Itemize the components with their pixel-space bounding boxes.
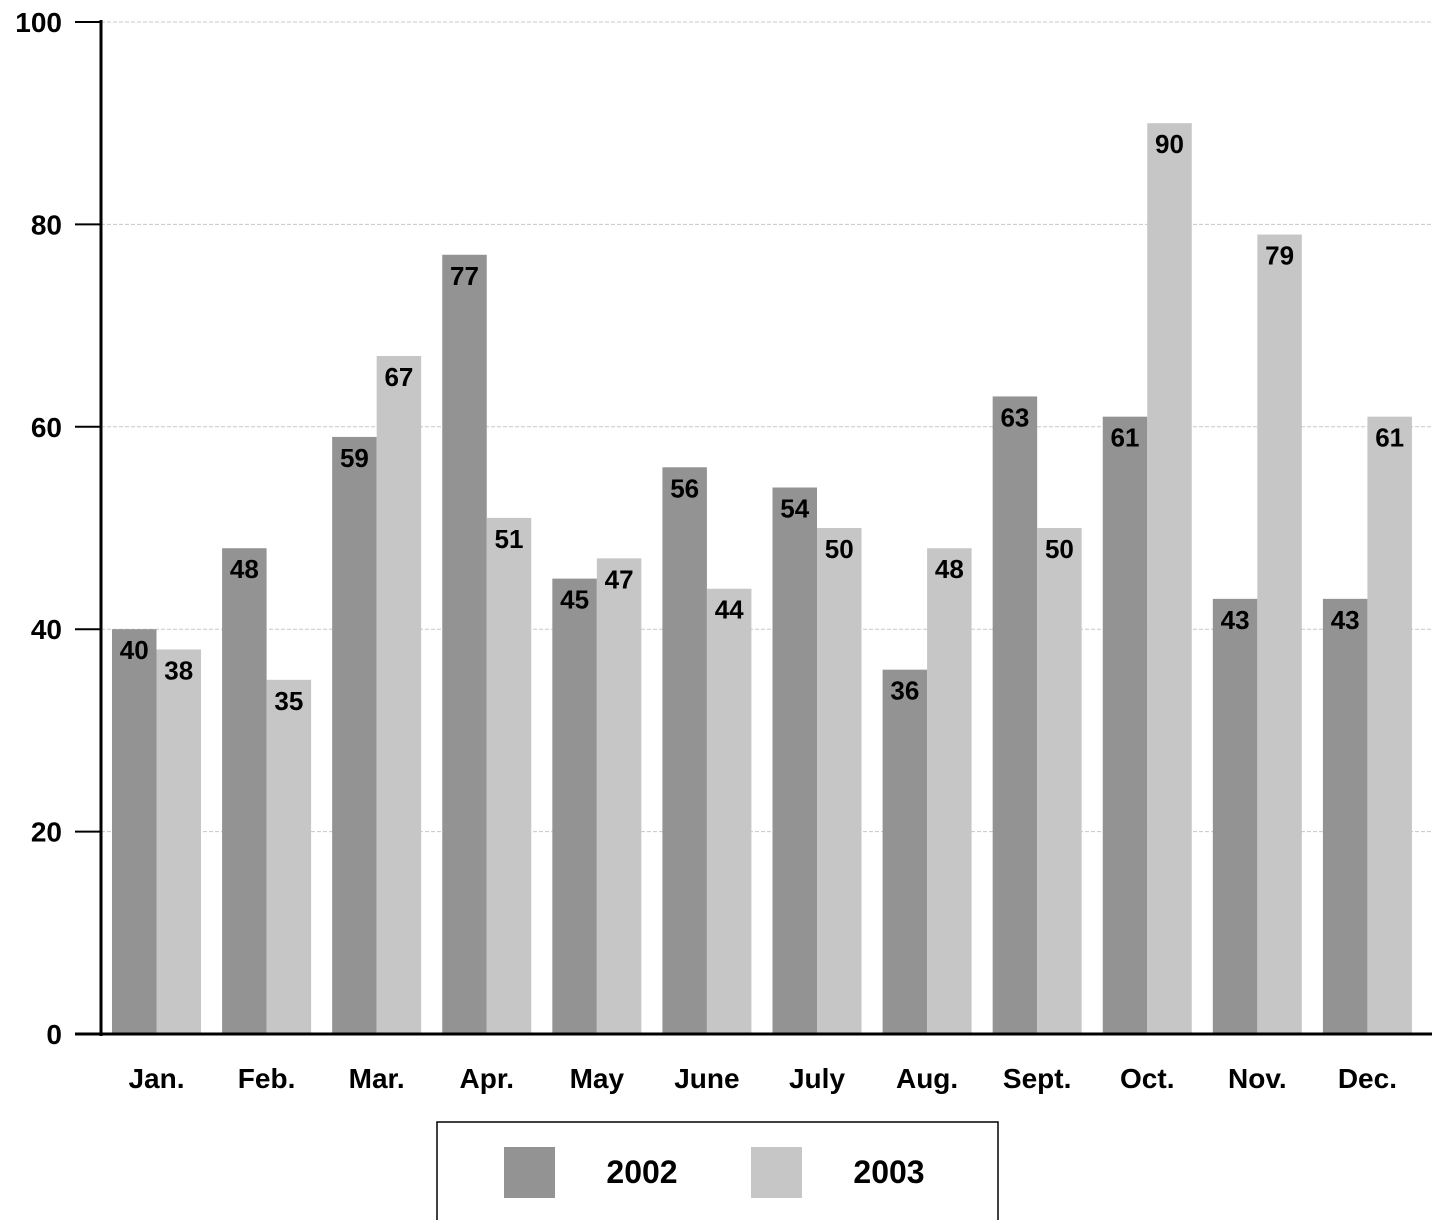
y-tick-label: 80 <box>31 209 62 240</box>
data-label: 54 <box>780 494 809 524</box>
x-tick-label: Feb. <box>238 1063 296 1094</box>
data-label: 36 <box>890 676 919 706</box>
bar-2002-6 <box>772 487 817 1034</box>
legend-label: 2002 <box>606 1154 677 1190</box>
x-tick-label: Dec. <box>1338 1063 1397 1094</box>
legend-swatch-2003 <box>751 1147 802 1198</box>
x-tick-label: May <box>570 1063 625 1094</box>
y-tick-label: 20 <box>31 817 62 848</box>
bar-2003-1 <box>266 679 312 1034</box>
data-label: 44 <box>715 595 744 625</box>
y-tick-label: 40 <box>31 614 62 645</box>
bar-2002-0 <box>112 629 157 1034</box>
data-label: 50 <box>1045 534 1074 564</box>
data-label: 90 <box>1155 129 1184 159</box>
bar-2002-4 <box>552 578 597 1034</box>
bar-2002-10 <box>1212 598 1258 1034</box>
bar-2002-8 <box>992 396 1038 1034</box>
bar-2003-11 <box>1367 416 1412 1034</box>
x-tick-label: Oct. <box>1120 1063 1174 1094</box>
data-label: 61 <box>1111 423 1140 453</box>
x-tick-label: July <box>789 1063 845 1094</box>
bar-2003-10 <box>1257 234 1302 1034</box>
x-tick-label: Sept. <box>1003 1063 1071 1094</box>
bar-2003-9 <box>1147 123 1192 1034</box>
data-label: 38 <box>164 655 193 685</box>
x-tick-label: June <box>674 1063 739 1094</box>
data-label: 47 <box>605 564 634 594</box>
data-label: 48 <box>230 554 259 584</box>
data-label: 51 <box>495 524 524 554</box>
x-tick-label: Jan. <box>128 1063 184 1094</box>
x-tick-label: Mar. <box>349 1063 405 1094</box>
bar-2002-2 <box>332 436 377 1034</box>
x-tick-label: Nov. <box>1228 1063 1287 1094</box>
x-axis-labels: Jan. Feb. Mar. Apr. May June July Aug. Sept. Oct.… <box>128 1063 1397 1094</box>
data-label: 50 <box>825 534 854 564</box>
bar-2002-1 <box>222 548 267 1034</box>
data-label: 67 <box>384 362 413 392</box>
bar-2002-5 <box>662 467 707 1034</box>
x-tick-label: Apr. <box>460 1063 514 1094</box>
data-label: 59 <box>340 443 369 473</box>
bars: 40 38 48 35 59 67 77 51 45 47 56 44 54 50 36 48 63 50 61 90… <box>112 123 1412 1035</box>
bar-2003-4 <box>596 558 642 1034</box>
y-tick-label: 100 <box>15 7 62 38</box>
data-label: 77 <box>450 261 479 291</box>
data-label: 40 <box>120 635 149 665</box>
x-tick-label: Aug. <box>896 1063 958 1094</box>
bar-2003-6 <box>817 528 862 1034</box>
y-axis-ticks: 0 20 40 60 80 100 <box>15 7 101 1050</box>
data-label: 79 <box>1265 241 1294 271</box>
y-tick-label: 60 <box>31 412 62 443</box>
bar-2002-3 <box>442 254 487 1034</box>
axes <box>75 20 1432 1036</box>
data-label: 43 <box>1221 605 1250 635</box>
legend-swatch-2002 <box>504 1147 555 1198</box>
data-label: 43 <box>1331 605 1360 635</box>
data-label: 48 <box>935 554 964 584</box>
bar-2002-7 <box>882 669 928 1034</box>
bar-2002-9 <box>1102 416 1148 1034</box>
data-label: 61 <box>1375 423 1404 453</box>
bar-2003-2 <box>376 355 422 1035</box>
bar-2003-3 <box>486 517 532 1034</box>
data-label: 63 <box>1000 402 1029 432</box>
bar-2002-11 <box>1322 598 1368 1034</box>
bar-2003-7 <box>927 548 972 1034</box>
bar-2003-5 <box>706 588 752 1034</box>
bar-2003-8 <box>1037 528 1082 1034</box>
y-tick-label: 0 <box>46 1019 62 1050</box>
data-label: 35 <box>274 686 303 716</box>
legend: 2002 2003 <box>436 1121 999 1220</box>
legend-label: 2003 <box>853 1154 924 1190</box>
data-label: 56 <box>670 473 699 503</box>
data-label: 45 <box>560 585 589 615</box>
bar-2003-0 <box>156 649 201 1034</box>
